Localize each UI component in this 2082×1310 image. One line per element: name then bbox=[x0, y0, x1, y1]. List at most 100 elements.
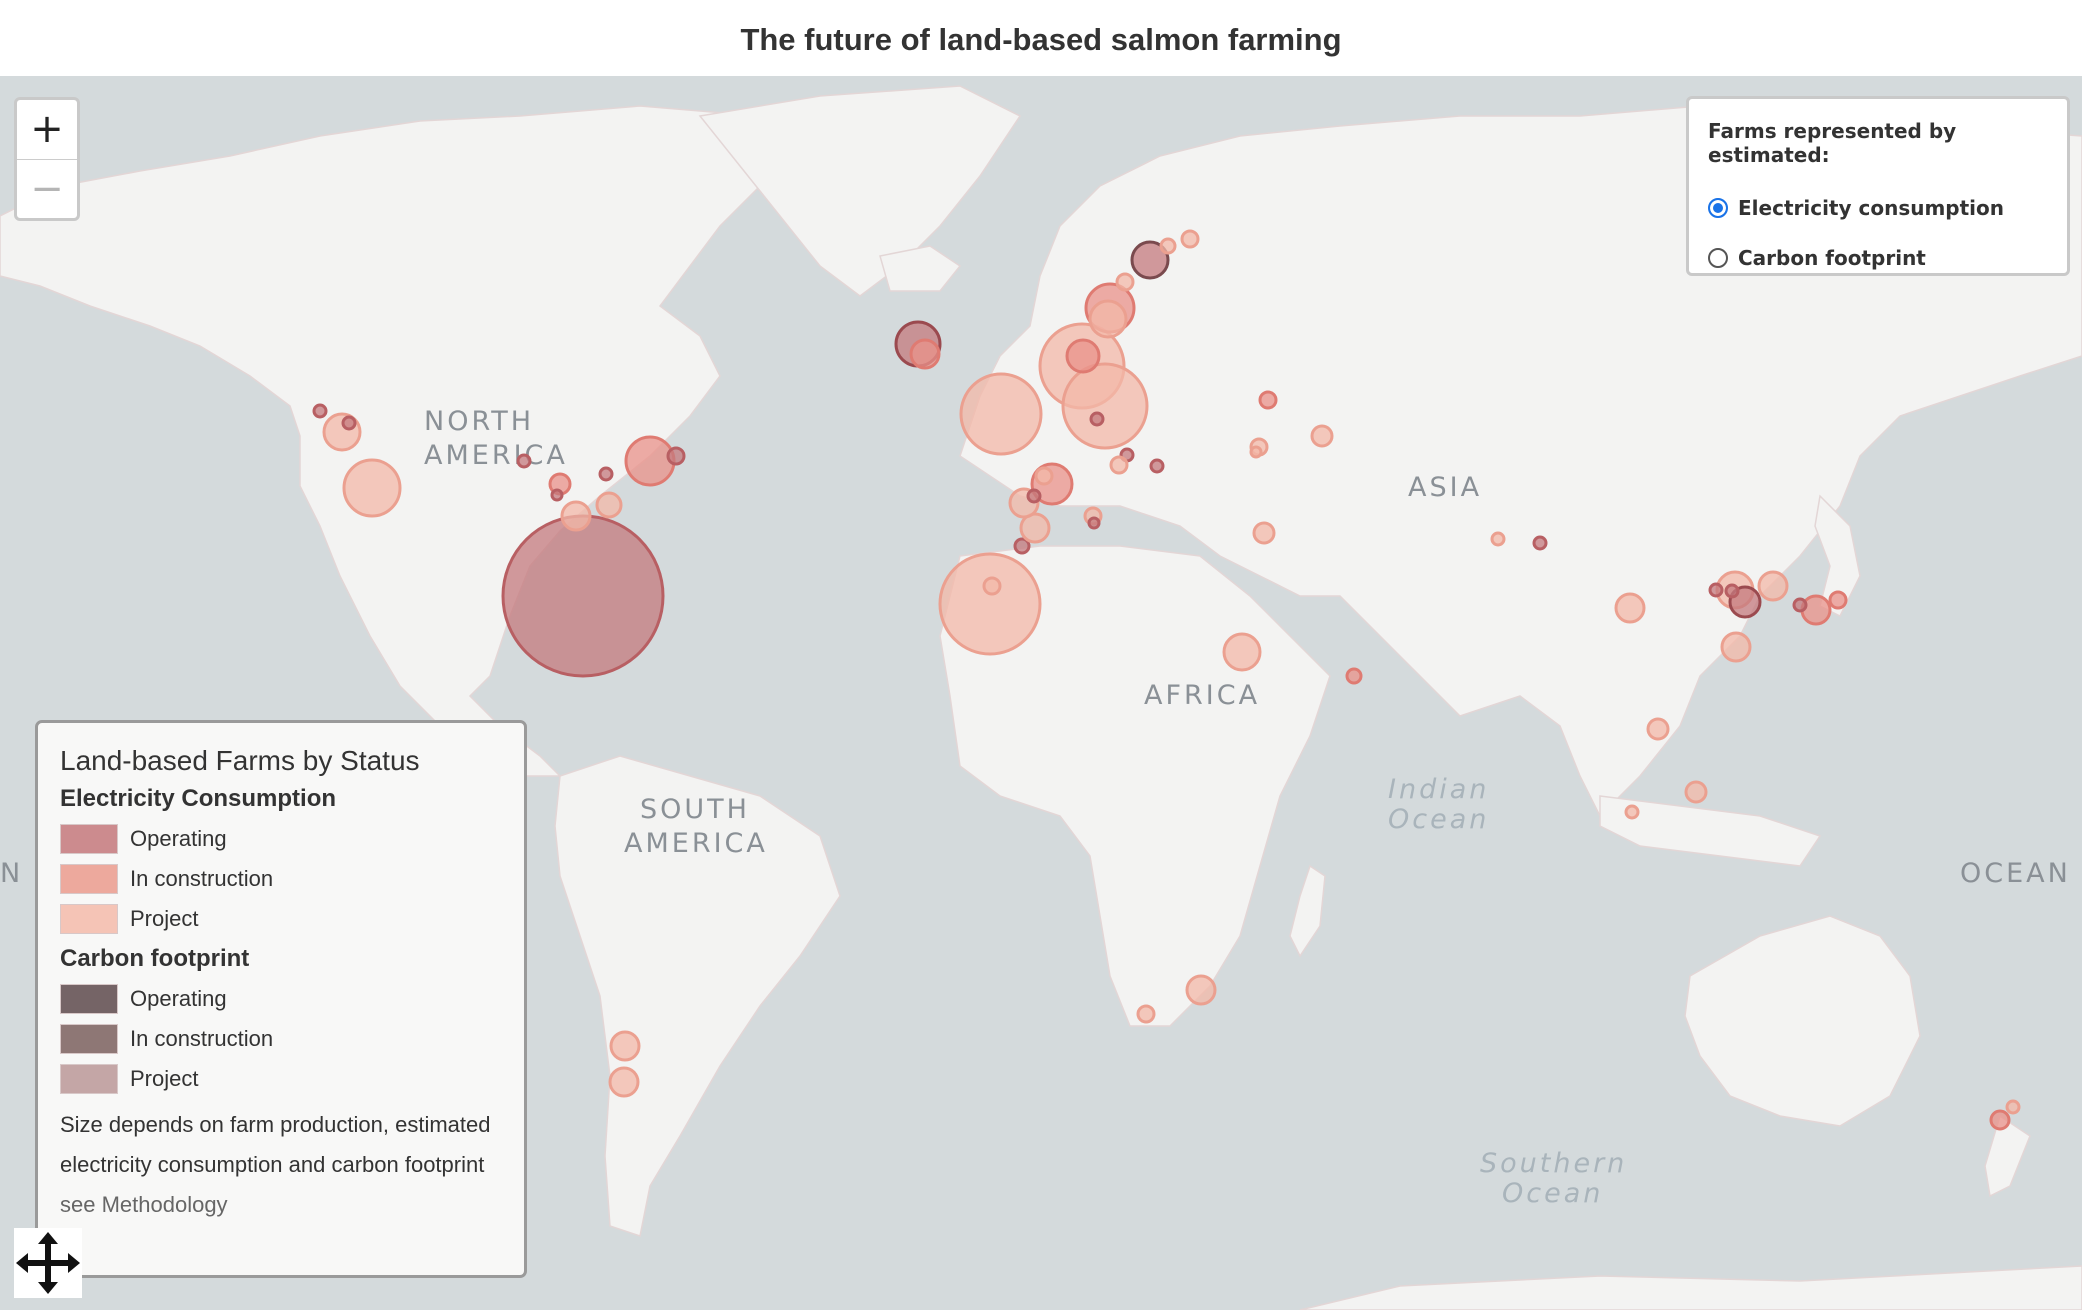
option-carbon-label[interactable]: Carbon footprint bbox=[1738, 246, 1926, 270]
label-asia: ASIA bbox=[1408, 472, 1482, 503]
farm-marker bbox=[1222, 632, 1262, 672]
farm-marker bbox=[1180, 229, 1200, 249]
legend-item: Project bbox=[60, 899, 504, 939]
farm-marker bbox=[909, 338, 941, 370]
farm-marker bbox=[1646, 717, 1670, 741]
farm-marker bbox=[608, 1066, 640, 1098]
label-ocean: OCEAN bbox=[1960, 858, 2071, 889]
legend-swatch bbox=[60, 864, 118, 894]
farm-marker bbox=[982, 576, 1002, 596]
legend-section-electricity: Electricity Consumption bbox=[60, 785, 337, 812]
farm-marker bbox=[1720, 631, 1752, 663]
option-electricity-label[interactable]: Electricity consumption bbox=[1738, 196, 2005, 220]
farm-marker bbox=[1115, 272, 1135, 292]
farm-marker bbox=[1159, 237, 1177, 255]
legend-item-label: Project bbox=[130, 1066, 199, 1091]
option-electricity[interactable]: Electricity consumption bbox=[1708, 183, 2067, 233]
farm-marker bbox=[624, 435, 676, 487]
farm-marker bbox=[312, 403, 328, 419]
legend-panel: Land-based Farms by Status Electricity C… bbox=[35, 720, 527, 1278]
legend-swatch bbox=[60, 984, 118, 1014]
farm-marker bbox=[1724, 583, 1740, 599]
label-ocean-southern: Ocean bbox=[1502, 1178, 1603, 1209]
label-america-south: AMERICA bbox=[624, 828, 768, 859]
farm-marker bbox=[1249, 445, 1263, 459]
farm-marker bbox=[560, 500, 592, 532]
farm-marker bbox=[501, 514, 665, 678]
farm-marker bbox=[1252, 521, 1276, 545]
farm-marker bbox=[1532, 535, 1548, 551]
farm-marker bbox=[1149, 458, 1165, 474]
farm-marker bbox=[1026, 488, 1042, 504]
farm-marker bbox=[1828, 590, 1848, 610]
farm-marker bbox=[1792, 597, 1808, 613]
farm-marker bbox=[595, 491, 623, 519]
zoom-out-button[interactable]: − bbox=[30, 166, 64, 212]
land-madagascar bbox=[1289, 864, 1326, 958]
farm-marker bbox=[341, 415, 357, 431]
legend-section-carbon: Carbon footprint bbox=[60, 945, 250, 972]
farm-marker bbox=[1088, 299, 1128, 339]
label-n: N bbox=[0, 858, 23, 889]
legend-item-label: Project bbox=[130, 906, 199, 931]
farm-marker bbox=[1034, 466, 1054, 486]
farm-marker bbox=[1185, 974, 1217, 1006]
option-carbon[interactable]: Carbon footprint bbox=[1708, 233, 2067, 283]
radio-carbon[interactable] bbox=[1708, 248, 1728, 268]
legend-title: Land-based Farms by Status bbox=[60, 745, 420, 776]
legend-item: In construction bbox=[60, 859, 504, 899]
land-south-america bbox=[554, 755, 841, 1237]
farm-marker bbox=[598, 466, 614, 482]
farm-marker bbox=[1089, 411, 1105, 427]
legend-note-line2: electricity consumption and carbon footp… bbox=[60, 1152, 485, 1177]
move-arrows-icon[interactable] bbox=[14, 1228, 82, 1298]
farm-marker bbox=[1136, 1004, 1156, 1024]
land-australia bbox=[1684, 915, 1921, 1127]
legend-swatch bbox=[60, 1024, 118, 1054]
farm-marker bbox=[550, 488, 564, 502]
label-southern: Southern bbox=[1480, 1148, 1627, 1179]
legend-item: Project bbox=[60, 1059, 504, 1099]
farm-marker bbox=[1490, 531, 1506, 547]
zoom-control: + − bbox=[14, 97, 80, 221]
farm-marker bbox=[1624, 804, 1640, 820]
legend-item: In construction bbox=[60, 1019, 504, 1059]
methodology-link[interactable]: see Methodology bbox=[60, 1192, 228, 1217]
farm-marker bbox=[666, 446, 686, 466]
farm-marker bbox=[1708, 582, 1724, 598]
farm-marker bbox=[516, 453, 532, 469]
farm-marker bbox=[1310, 424, 1334, 448]
radio-electricity[interactable] bbox=[1708, 198, 1728, 218]
legend-swatch bbox=[60, 1064, 118, 1094]
legend-item-label: Operating bbox=[130, 986, 227, 1011]
farm-marker bbox=[342, 458, 402, 518]
basemap: NORTH AMERICA SOUTH AMERICA ASIA AFRICA … bbox=[0, 85, 2082, 1310]
label-indian: Indian bbox=[1388, 774, 1489, 805]
farm-markers[interactable] bbox=[312, 229, 2021, 1131]
legend-note-line1: Size depends on farm production, estimat… bbox=[60, 1112, 491, 1137]
farm-marker bbox=[1614, 592, 1646, 624]
legend-swatch bbox=[60, 824, 118, 854]
farm-marker bbox=[1345, 667, 1363, 685]
label-america: AMERICA bbox=[424, 440, 568, 471]
farm-marker bbox=[1109, 455, 1129, 475]
farm-marker bbox=[1130, 240, 1170, 280]
legend-item: Operating bbox=[60, 819, 504, 859]
legend-item: Operating bbox=[60, 979, 504, 1019]
farm-marker bbox=[1019, 512, 1051, 544]
farm-marker bbox=[1061, 362, 1149, 450]
farm-marker bbox=[1087, 516, 1101, 530]
land-indonesia bbox=[1599, 795, 1822, 867]
farm-marker bbox=[1757, 570, 1789, 602]
legend-item-label: In construction bbox=[130, 1026, 274, 1051]
legend-item-label: Operating bbox=[130, 826, 227, 851]
farm-marker bbox=[1013, 537, 1031, 555]
farm-marker bbox=[938, 552, 1042, 656]
farm-marker bbox=[1258, 390, 1278, 410]
land-antarctica bbox=[1299, 1265, 2082, 1310]
farm-marker bbox=[1684, 780, 1708, 804]
label-africa: AFRICA bbox=[1144, 680, 1260, 711]
land-north-america bbox=[0, 105, 802, 777]
zoom-in-button[interactable]: + bbox=[17, 100, 77, 160]
farm-marker bbox=[1065, 338, 1101, 374]
